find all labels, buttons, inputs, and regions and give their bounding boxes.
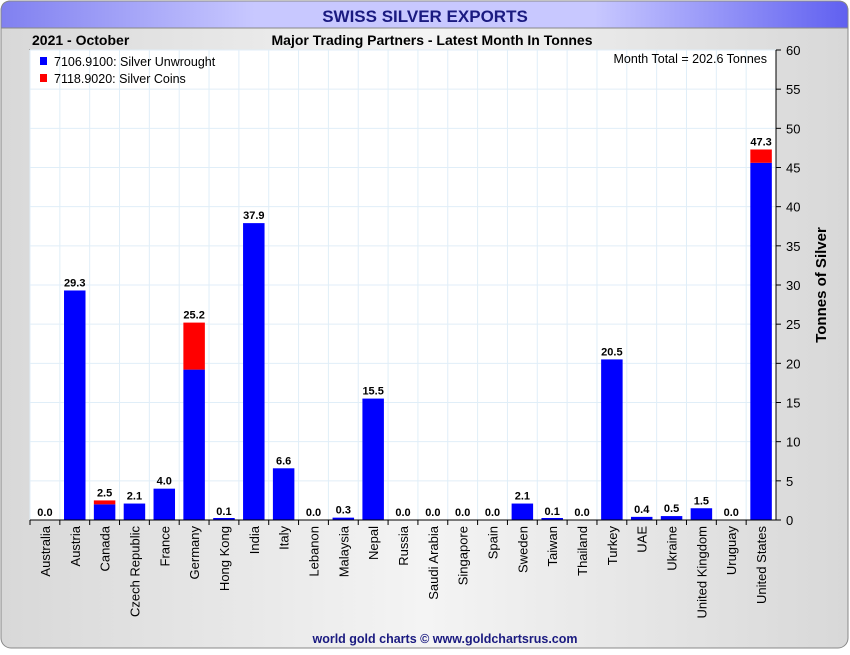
x-tick-label: Taiwan	[545, 526, 560, 566]
data-label: 1.5	[694, 495, 709, 507]
x-tick-label: Canada	[98, 525, 113, 571]
data-label: 2.1	[127, 491, 142, 503]
x-tick-label: Singapore	[456, 526, 471, 585]
x-tick-label: UAE	[635, 526, 650, 553]
bar-unwrought	[630, 516, 653, 520]
data-label: 0.0	[37, 507, 52, 519]
data-label: 15.5	[362, 386, 383, 398]
y-axis-label: Tonnes of Silver	[813, 227, 830, 343]
x-tick-label: United Kingdom	[694, 526, 709, 619]
y-tick-label: 40	[786, 200, 800, 215]
bar-unwrought	[64, 290, 86, 520]
y-tick-label: 60	[786, 43, 800, 58]
data-label: 0.0	[306, 507, 321, 519]
x-tick-label: Australia	[38, 525, 53, 576]
bar-coins	[183, 322, 205, 370]
bar-unwrought	[541, 518, 563, 520]
data-label: 25.2	[183, 310, 204, 322]
y-tick-label: 15	[786, 396, 800, 411]
bar-unwrought	[213, 518, 235, 520]
y-tick-label: 30	[786, 278, 800, 293]
bar-unwrought	[123, 503, 146, 520]
y-tick-label: 50	[786, 121, 800, 136]
data-label: 0.3	[336, 505, 351, 517]
bar-unwrought	[690, 508, 713, 520]
data-label: 0.0	[395, 507, 410, 519]
y-tick-label: 25	[786, 317, 800, 332]
x-tick-label: India	[247, 525, 262, 554]
data-label: 4.0	[157, 476, 172, 488]
x-tick-label: France	[157, 526, 172, 566]
period-label: 2021 - October	[32, 32, 130, 48]
footer-credit: world gold charts © www.goldchartsrus.co…	[311, 632, 577, 646]
data-label: 0.0	[485, 507, 500, 519]
data-label: 0.1	[216, 506, 231, 518]
bar-unwrought	[332, 517, 355, 520]
bar-unwrought	[93, 504, 116, 520]
x-tick-label: Russia	[396, 525, 411, 566]
x-tick-label: Turkey	[605, 526, 620, 566]
bar-unwrought	[601, 359, 623, 520]
y-tick-label: 0	[786, 513, 793, 528]
legend-swatch-coins	[40, 74, 47, 82]
month-total: Month Total = 202.6 Tonnes	[614, 52, 767, 66]
data-label: 6.6	[276, 455, 291, 467]
data-label: 0.1	[545, 506, 560, 518]
y-tick-label: 55	[786, 82, 800, 97]
bar-coins	[93, 500, 116, 505]
bar-unwrought	[243, 223, 265, 520]
data-label: 0.0	[724, 507, 739, 519]
data-label: 47.3	[750, 136, 771, 148]
x-tick-label: Malaysia	[336, 525, 351, 577]
bar-unwrought	[183, 369, 205, 520]
bar-unwrought	[511, 503, 534, 520]
data-label: 0.0	[574, 507, 589, 519]
data-label: 0.0	[455, 507, 470, 519]
y-tick-label: 5	[786, 474, 793, 489]
y-tick-label: 10	[786, 435, 800, 450]
x-tick-label: Austria	[68, 525, 83, 566]
data-label: 0.0	[425, 507, 440, 519]
x-tick-label: United States	[754, 526, 769, 605]
x-tick-label: Germany	[187, 526, 202, 580]
bar-unwrought	[153, 488, 176, 520]
data-label: 20.5	[601, 346, 622, 358]
data-label: 2.1	[515, 491, 530, 503]
bar-unwrought	[272, 468, 295, 520]
x-tick-label: Uruguay	[724, 526, 739, 576]
bar-unwrought	[660, 516, 683, 520]
chart-subtitle: Major Trading Partners - Latest Month In…	[272, 32, 593, 48]
y-tick-label: 45	[786, 161, 800, 176]
x-tick-label: Hong Kong	[217, 526, 232, 591]
y-tick-label: 35	[786, 239, 800, 254]
x-tick-label: Saudi Arabia	[426, 525, 441, 599]
bar-unwrought	[362, 398, 384, 520]
chart-title: SWISS SILVER EXPORTS	[322, 7, 528, 26]
y-tick-label: 20	[786, 356, 800, 371]
bar-coins	[750, 149, 772, 163]
x-tick-label: Czech Republic	[127, 526, 142, 618]
data-label: 0.5	[664, 503, 679, 515]
x-tick-label: Spain	[486, 526, 501, 559]
legend-unwrought: 7106.9100: Silver Unwrought	[54, 55, 216, 69]
data-label: 0.4	[634, 504, 650, 516]
bar-unwrought	[750, 162, 772, 521]
data-label: 29.3	[64, 277, 85, 289]
x-tick-label: Ukraine	[665, 526, 680, 571]
legend-swatch-unwrought	[40, 57, 47, 65]
data-label: 37.9	[243, 210, 264, 222]
data-label: 2.5	[97, 487, 112, 499]
x-tick-label: Sweden	[515, 526, 530, 573]
x-tick-label: Lebanon	[306, 526, 321, 577]
x-tick-label: Nepal	[366, 526, 381, 560]
x-tick-label: Thailand	[575, 526, 590, 576]
legend-coins: 7118.9020: Silver Coins	[54, 72, 186, 86]
x-tick-label: Italy	[277, 526, 292, 550]
title-bar	[0, 0, 849, 29]
